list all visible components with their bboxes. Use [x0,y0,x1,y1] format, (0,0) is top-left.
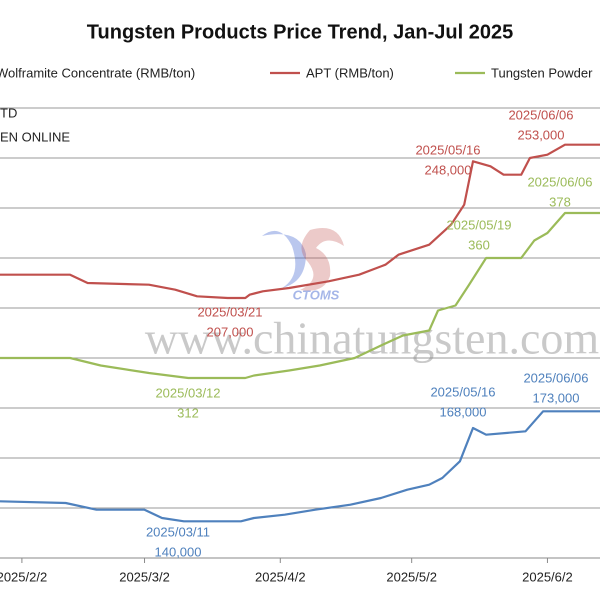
plot [0,143,600,523]
logo-shape [300,228,344,291]
logo-shape [262,230,306,288]
annotation-value: 168,000 [440,404,487,419]
source-line: TD [0,105,17,120]
x-tick-label: 2025/4/2 [255,569,306,584]
annotation-value: 378 [549,194,571,209]
grid: 2025/2/2 2025/3/2 2025/4/2 2025/5/2 2025/6/2 [0,107,600,584]
logo-text: CTOMS [293,287,340,302]
annotation-date: 2025/03/11 [146,524,210,539]
annotation-date: 2025/05/16 [415,142,480,157]
annotation-value: 173,000 [533,390,580,405]
annotation-value: 140,000 [155,544,202,559]
annotation-date: 2025/06/06 [508,107,573,122]
legend-label: APT (RMB/ton) [306,65,394,80]
series-line [0,143,600,300]
x-tick-label: 2025/3/2 [119,569,170,584]
annotation-value: 253,000 [518,127,565,142]
annotation-value: 248,000 [425,162,472,177]
legend: Wolframite Concentrate (RMB/ton) APT (RMB… [0,65,593,80]
legend-label: Wolframite Concentrate (RMB/ton) [0,65,195,80]
legend-label: Tungsten Powder [491,65,593,80]
x-tick-label: 2025/5/2 [386,569,437,584]
annotation-date: 2025/06/06 [527,174,592,189]
annotation-date: 2025/06/06 [523,370,588,385]
annotation-date: 2025/03/12 [155,385,220,400]
annotation-value: 207,000 [207,324,254,339]
series-line [0,211,600,380]
annotation-date: 2025/03/21 [197,304,262,319]
source-line: EN ONLINE [0,129,70,144]
annotation-value: 312 [177,405,199,420]
watermark: www.chinatungsten.com [145,313,600,364]
x-tick-label: 2025/6/2 [522,569,573,584]
series-line [0,410,600,523]
chart-title: Tungsten Products Price Trend, Jan-Jul 2… [87,21,513,43]
annotation-date: 2025/05/19 [446,217,511,232]
annotations: 2025/03/21 207,000 2025/05/16 248,000 2025/0… [146,107,593,559]
annotation-date: 2025/05/16 [430,384,495,399]
watermark-group: CTOMS www.chinatungsten.com [145,228,600,364]
annotation-value: 360 [468,237,490,252]
x-tick-label: 2025/2/2 [0,569,47,584]
